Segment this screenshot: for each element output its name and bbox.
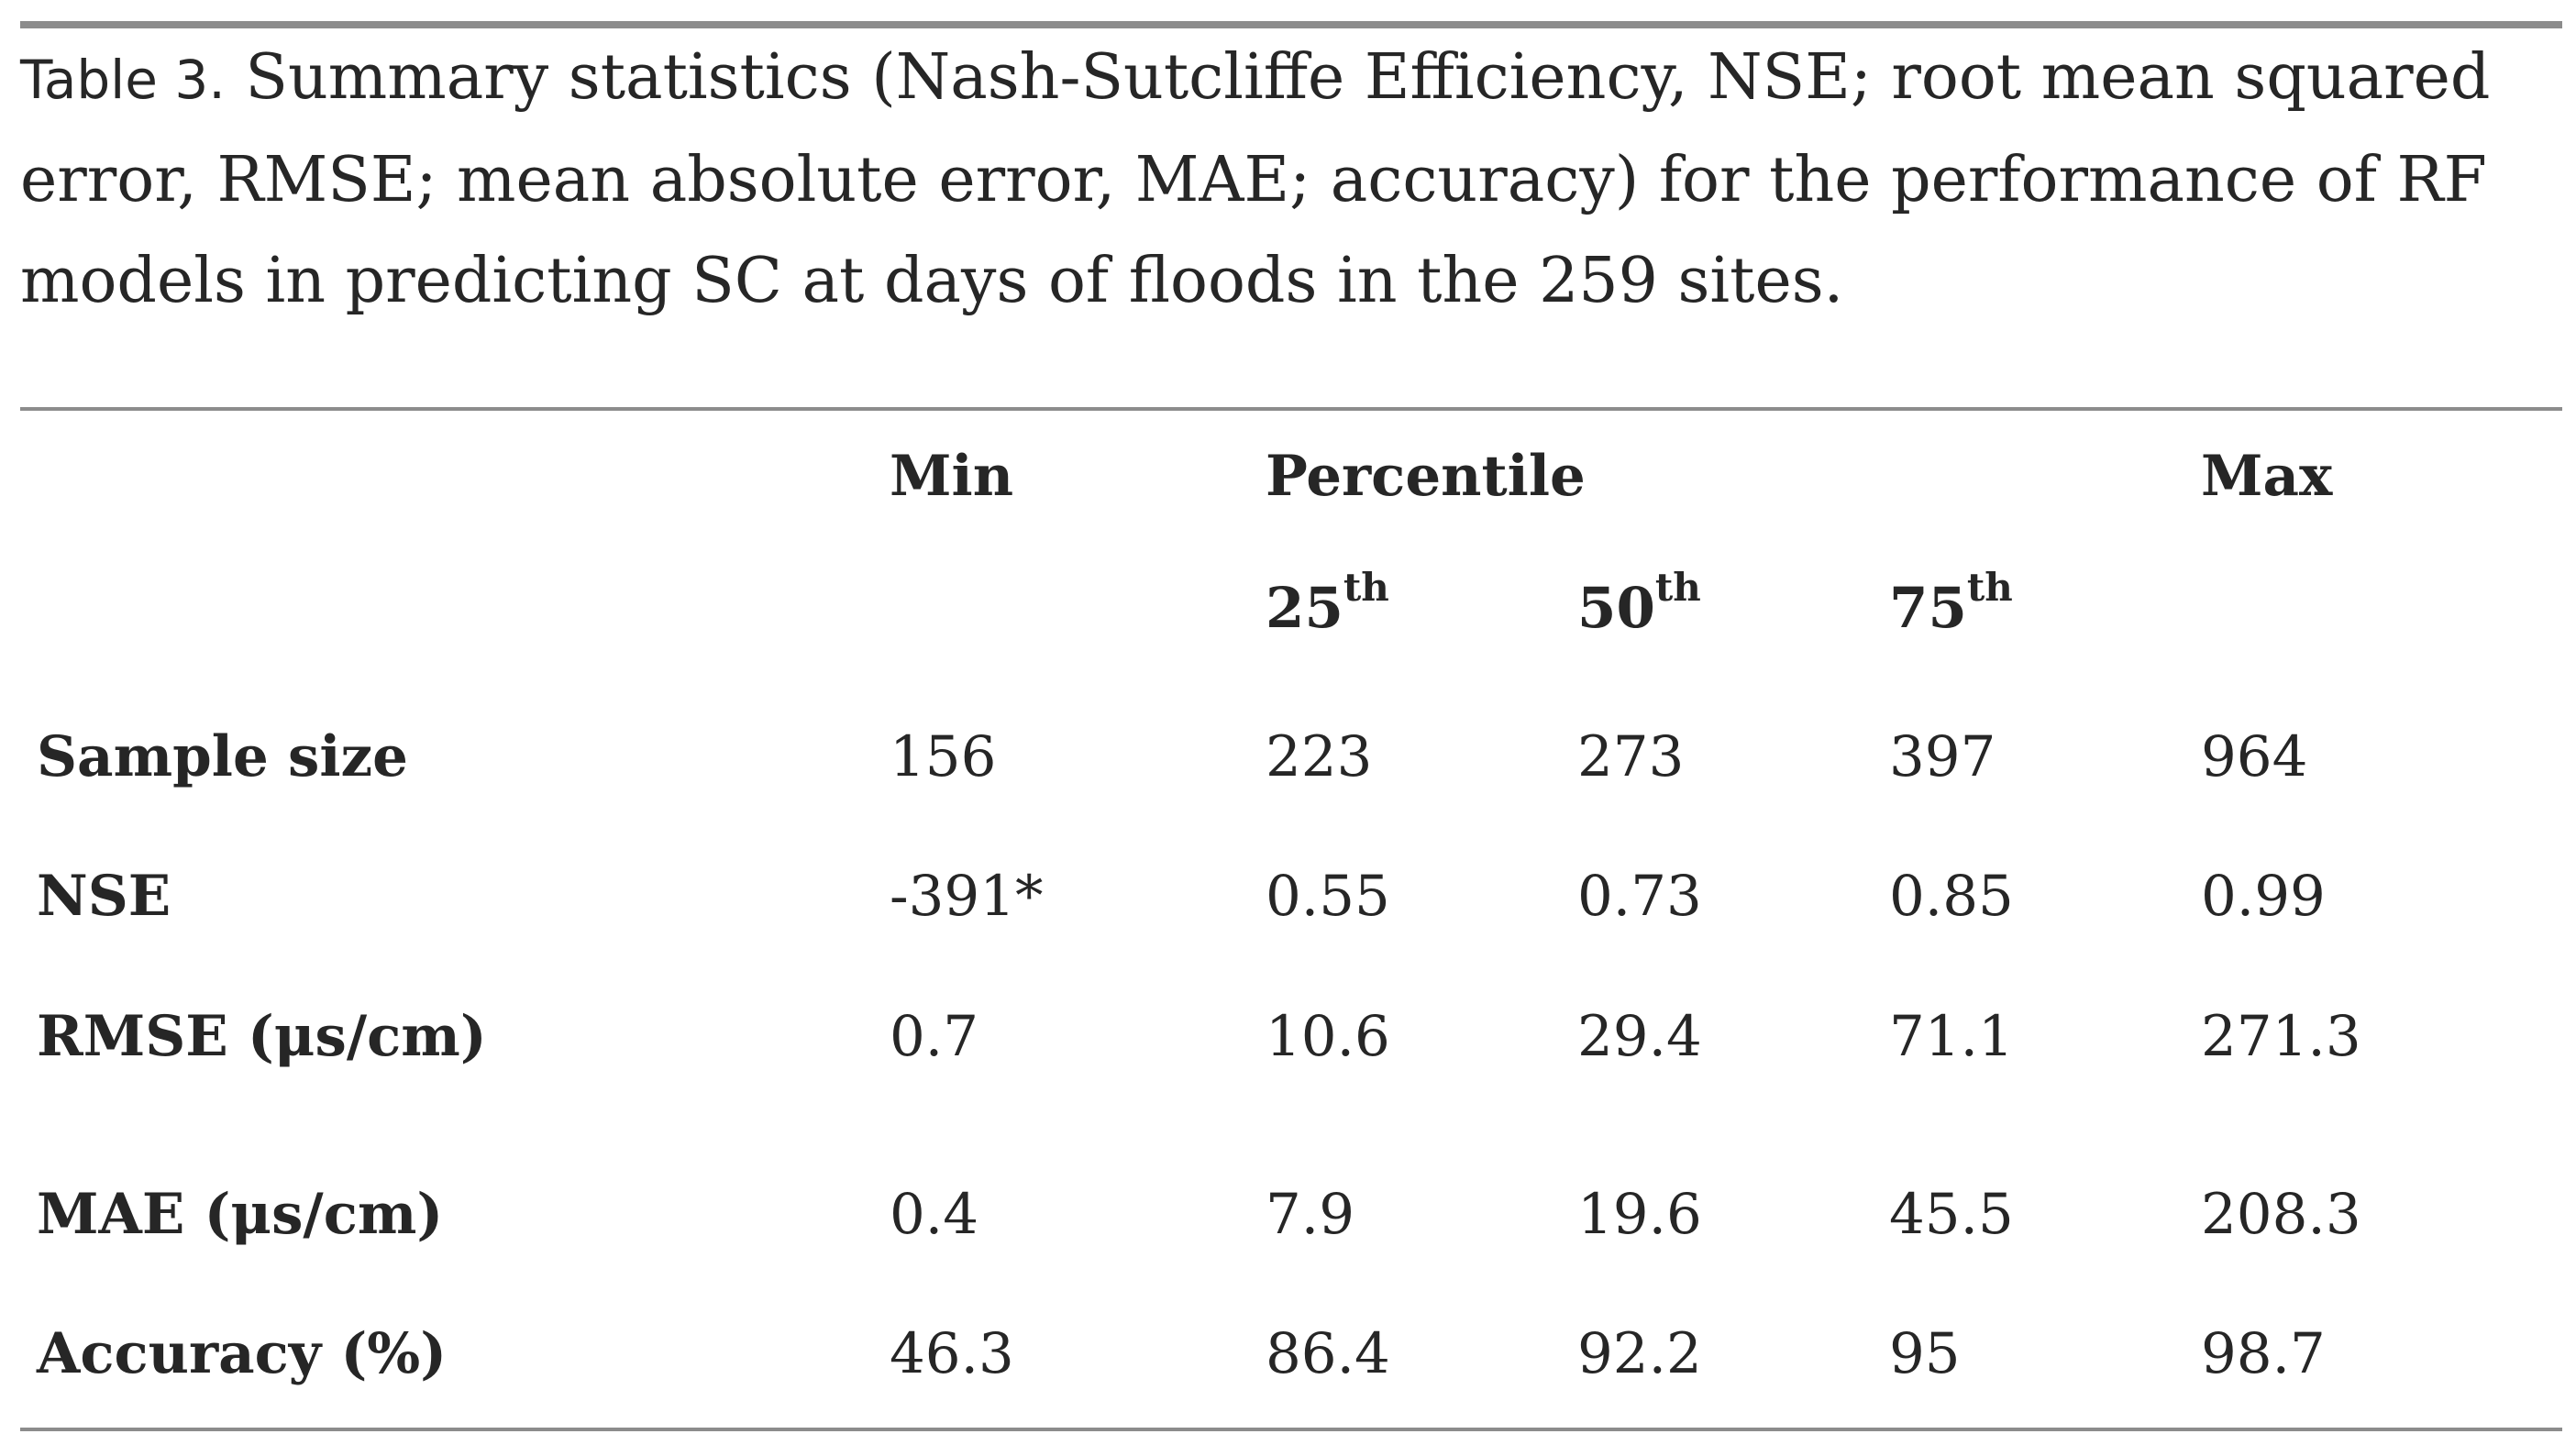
header-rule xyxy=(20,407,2562,411)
row-label-mae: MAE (μs/cm) xyxy=(37,1182,444,1247)
header-percentile: Percentile xyxy=(1266,444,1586,509)
row-label-rmse: RMSE (μs/cm) xyxy=(37,1004,487,1069)
cell-mae-min: 0.4 xyxy=(890,1182,979,1247)
table-caption: Table 3. Summary statistics (Nash-Sutcli… xyxy=(20,28,2533,332)
header-p75: 75th xyxy=(1889,564,2013,641)
cell-mae-max: 208.3 xyxy=(2201,1182,2361,1247)
row-label-sample-size: Sample size xyxy=(37,724,408,789)
row-label-accuracy: Accuracy (%) xyxy=(37,1321,448,1386)
cell-accuracy-max: 98.7 xyxy=(2201,1321,2326,1386)
cell-sample-size-p25: 223 xyxy=(1266,724,1373,789)
cell-rmse-p50: 29.4 xyxy=(1577,1004,1702,1069)
cell-nse-p75: 0.85 xyxy=(1889,864,2014,929)
cell-rmse-p75: 71.1 xyxy=(1889,1004,2014,1069)
header-max: Max xyxy=(2201,444,2333,509)
cell-nse-p50: 0.73 xyxy=(1577,864,1702,929)
cell-mae-p25: 7.9 xyxy=(1266,1182,1355,1247)
cell-rmse-min: 0.7 xyxy=(890,1004,979,1069)
cell-accuracy-p75: 95 xyxy=(1889,1321,1961,1386)
cell-sample-size-max: 964 xyxy=(2201,724,2308,789)
cell-mae-p75: 45.5 xyxy=(1889,1182,2014,1247)
cell-rmse-max: 271.3 xyxy=(2201,1004,2361,1069)
cell-nse-p25: 0.55 xyxy=(1266,864,1390,929)
header-p50: 50th xyxy=(1577,564,1701,641)
cell-sample-size-p75: 397 xyxy=(1889,724,1996,789)
row-label-nse: NSE xyxy=(37,864,171,929)
cell-nse-max: 0.99 xyxy=(2201,864,2326,929)
cell-mae-p50: 19.6 xyxy=(1577,1182,1702,1247)
header-min: Min xyxy=(890,444,1014,509)
table-number: Table 3. xyxy=(20,49,226,111)
cell-nse-min: -391* xyxy=(890,864,1044,929)
cell-rmse-p25: 10.6 xyxy=(1266,1004,1390,1069)
caption-text: Summary statistics (Nash-Sutcliffe Effic… xyxy=(20,41,2491,317)
cell-accuracy-p50: 92.2 xyxy=(1577,1321,1702,1386)
header-p25: 25th xyxy=(1266,564,1389,641)
cell-accuracy-p25: 86.4 xyxy=(1266,1321,1390,1386)
bottom-rule xyxy=(20,1428,2562,1431)
cell-sample-size-min: 156 xyxy=(890,724,997,789)
cell-accuracy-min: 46.3 xyxy=(890,1321,1014,1386)
top-rule xyxy=(20,21,2562,28)
cell-sample-size-p50: 273 xyxy=(1577,724,1685,789)
